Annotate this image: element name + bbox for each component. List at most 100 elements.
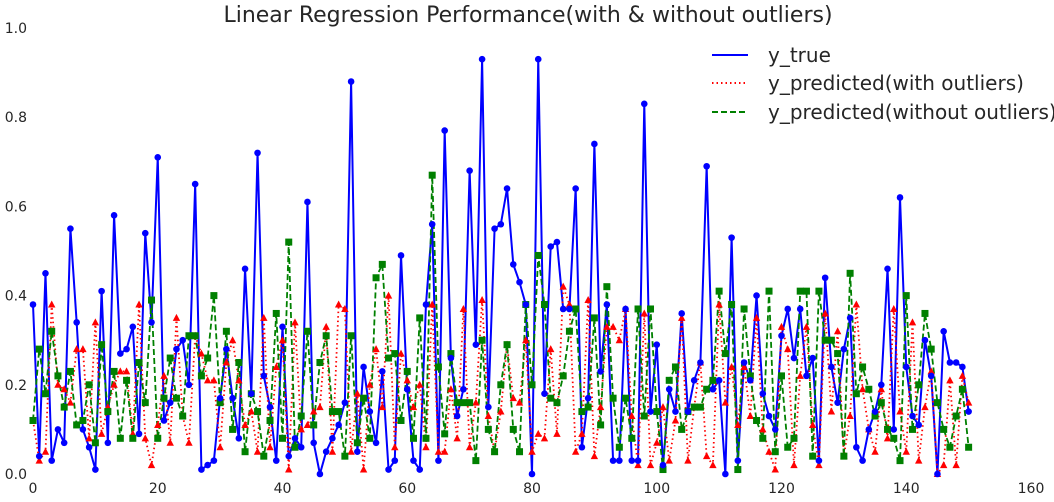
data-point-0 [441, 127, 448, 134]
data-point-2 [509, 425, 517, 433]
data-point-1 [871, 447, 879, 455]
data-point-0 [821, 274, 829, 282]
data-point-1 [721, 398, 730, 406]
data-point-2 [204, 354, 212, 362]
data-point-1 [665, 456, 673, 464]
data-point-2 [303, 327, 311, 335]
data-point-0 [173, 345, 180, 353]
data-point-2 [216, 399, 224, 407]
data-point-1 [216, 443, 224, 451]
data-point-1 [166, 438, 174, 446]
data-point-1 [584, 296, 592, 304]
data-point-2 [615, 443, 623, 451]
y-tick-label: 0.8 [5, 110, 27, 126]
data-point-1 [653, 438, 661, 446]
data-point-0 [828, 363, 835, 371]
data-point-1 [815, 461, 823, 469]
data-point-2 [360, 394, 368, 402]
data-point-2 [578, 408, 586, 416]
data-point-1 [827, 407, 836, 415]
data-point-1 [110, 380, 118, 388]
data-point-1 [172, 313, 181, 321]
data-point-0 [597, 368, 604, 375]
data-point-0 [42, 270, 49, 277]
data-point-0 [310, 439, 317, 447]
data-point-2 [946, 443, 954, 451]
data-point-0 [690, 377, 698, 384]
data-point-0 [335, 421, 342, 429]
data-point-1 [122, 367, 131, 375]
data-point-2 [840, 452, 848, 460]
data-point-1 [66, 398, 75, 406]
data-point-1 [366, 380, 374, 388]
data-point-0 [653, 341, 661, 348]
data-point-1 [883, 434, 892, 442]
data-point-0 [815, 457, 823, 464]
x-tick-label: 0 [29, 481, 38, 497]
data-point-1 [285, 465, 293, 473]
legend-label: y_predicted(with outliers) [768, 71, 1024, 95]
data-point-0 [722, 470, 729, 478]
data-point-0 [416, 466, 424, 473]
data-point-1 [266, 443, 274, 451]
data-point-1 [97, 429, 106, 437]
data-point-2 [597, 421, 605, 429]
data-point-2 [123, 376, 131, 384]
data-point-1 [609, 322, 617, 330]
data-point-2 [353, 439, 361, 447]
data-point-1 [48, 300, 56, 308]
data-point-1 [578, 429, 586, 437]
data-point-2 [696, 403, 704, 411]
data-point-1 [54, 380, 62, 388]
data-point-0 [360, 363, 367, 371]
data-point-2 [940, 425, 948, 433]
data-point-1 [765, 447, 773, 455]
data-point-2 [622, 394, 630, 402]
y-tick-label: 0.4 [5, 289, 27, 305]
data-point-1 [397, 349, 405, 357]
data-point-0 [135, 430, 143, 438]
data-point-2 [647, 305, 655, 313]
data-point-0 [466, 167, 473, 175]
data-point-2 [91, 439, 99, 447]
data-point-1 [359, 465, 368, 473]
data-point-1 [384, 291, 393, 299]
data-point-1 [615, 336, 624, 344]
data-point-0 [541, 390, 548, 398]
data-point-2 [79, 416, 87, 424]
data-point-2 [503, 341, 511, 349]
data-point-2 [48, 327, 56, 335]
x-tick-label: 100 [643, 481, 670, 497]
data-point-2 [896, 457, 904, 465]
data-point-0 [491, 225, 498, 232]
data-point-1 [278, 336, 287, 344]
data-point-0 [728, 234, 735, 241]
data-point-1 [328, 447, 337, 455]
data-point-1 [634, 461, 642, 469]
data-point-0 [422, 301, 430, 308]
data-point-2 [372, 274, 380, 282]
data-point-0 [572, 185, 579, 192]
data-point-2 [478, 336, 486, 344]
data-point-1 [796, 371, 804, 379]
data-point-2 [422, 434, 430, 442]
data-point-1 [671, 416, 680, 424]
data-point-0 [516, 278, 523, 286]
data-point-0 [734, 457, 742, 464]
data-point-0 [291, 435, 299, 442]
data-point-0 [235, 435, 243, 442]
data-point-1 [684, 456, 692, 464]
data-point-2 [653, 408, 661, 416]
data-point-2 [965, 443, 973, 451]
data-point-1 [921, 403, 929, 411]
data-point-2 [60, 403, 68, 411]
data-point-0 [640, 100, 648, 108]
data-point-0 [241, 265, 249, 273]
data-point-0 [959, 363, 966, 371]
data-point-1 [528, 447, 536, 455]
data-point-0 [616, 457, 623, 464]
data-point-2 [428, 171, 436, 179]
data-point-2 [241, 448, 249, 456]
data-point-2 [603, 283, 611, 291]
data-point-1 [596, 403, 605, 411]
